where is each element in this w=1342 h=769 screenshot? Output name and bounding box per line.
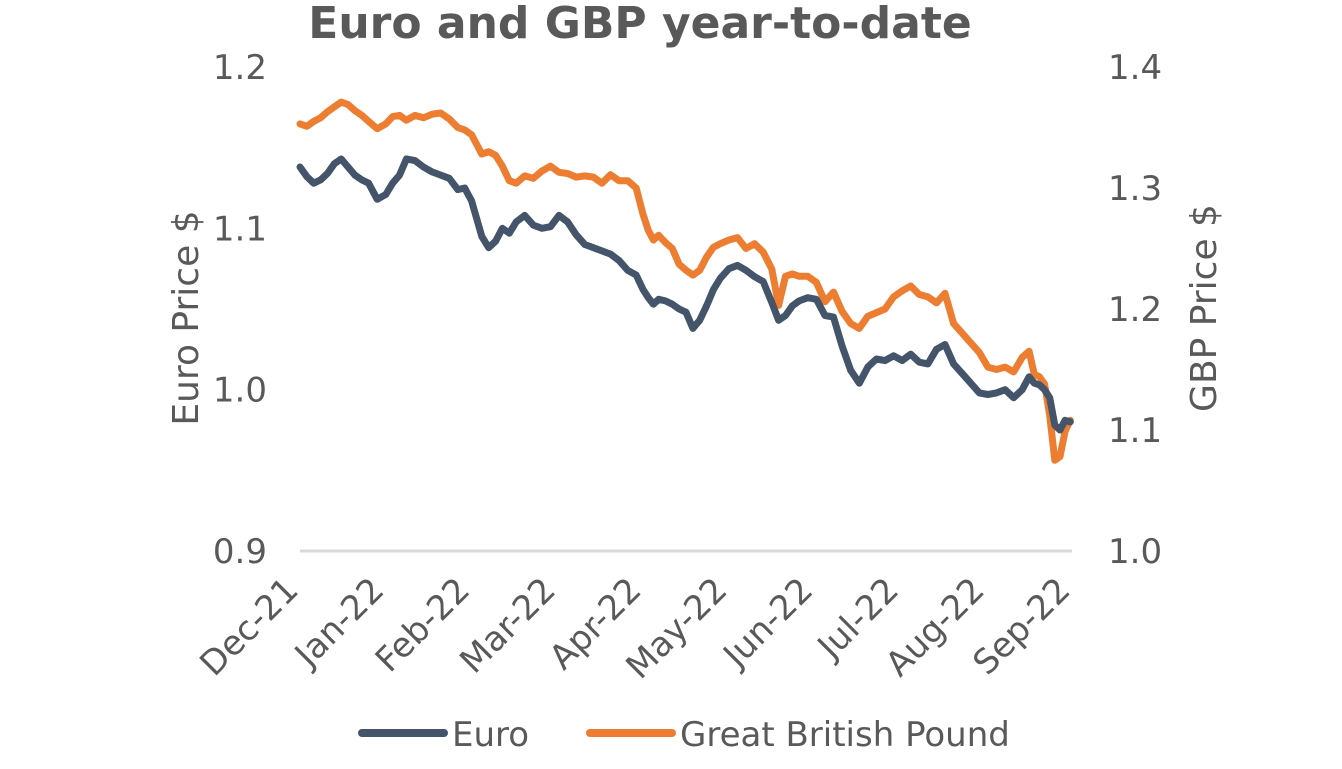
x-tick-label: Feb-22 xyxy=(368,570,478,680)
right-y-tick-label: 1.1 xyxy=(1108,411,1162,451)
left-y-tick-label: 1.0 xyxy=(213,371,267,411)
legend-label-gbp: Great British Pound xyxy=(680,715,1010,755)
x-tick-label: Sep-22 xyxy=(965,570,1078,683)
left-y-tick-label: 0.9 xyxy=(213,532,267,572)
chart-title: Euro and GBP year-to-date xyxy=(308,0,971,49)
x-tick-label: Jun-22 xyxy=(714,570,821,677)
x-tick-label: Dec-21 xyxy=(192,570,306,684)
left-y-tick-label: 1.2 xyxy=(213,48,267,88)
legend: Euro Great British Pound xyxy=(358,715,1010,755)
left-y-axis: 0.9 1.0 1.1 1.2 xyxy=(213,48,267,572)
right-y-tick-label: 1.2 xyxy=(1108,290,1162,330)
x-axis: Dec-21Jan-22Feb-22Mar-22Apr-22May-22Jun-… xyxy=(192,570,1078,687)
right-y-tick-label: 1.0 xyxy=(1108,532,1162,572)
x-tick-label: Mar-22 xyxy=(452,570,563,681)
series-line-gbp xyxy=(296,98,1074,464)
left-y-tick-label: 1.1 xyxy=(213,209,267,249)
right-y-tick-label: 1.4 xyxy=(1108,48,1162,88)
series-line-euro xyxy=(296,155,1074,434)
right-y-axis: 1.0 1.1 1.2 1.3 1.4 xyxy=(1108,48,1162,572)
left-axis-title: Euro Price $ xyxy=(166,210,207,425)
right-y-tick-label: 1.3 xyxy=(1108,169,1162,209)
legend-label-euro: Euro xyxy=(452,715,529,755)
series-lines xyxy=(296,98,1074,464)
right-axis-title: GBP Price $ xyxy=(1184,204,1225,412)
